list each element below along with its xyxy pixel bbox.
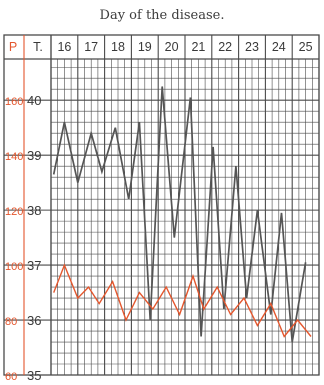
day-label: 17	[84, 40, 98, 54]
pulse-tick-label: 100	[5, 261, 23, 273]
pulse-tick-label: 120	[5, 206, 23, 218]
day-label: 20	[165, 40, 179, 54]
day-label: 16	[57, 40, 71, 54]
chart-grid	[3, 34, 320, 376]
pulse-tick-label: 60	[5, 371, 17, 383]
chart-labels: P T. 16 17 18 19 20 21 22 23 24 25 40 160 39 140 38 120…	[5, 40, 313, 383]
day-label: 24	[272, 40, 286, 54]
day-label: 18	[111, 40, 125, 54]
day-label: 25	[299, 40, 313, 54]
temperature-tick-label: 37	[27, 258, 41, 273]
chart-frame	[3, 34, 320, 376]
temperature-tick-label: 35	[27, 368, 41, 383]
day-label: 23	[245, 40, 259, 54]
temperature-tick-label: 39	[27, 148, 41, 163]
day-label: 19	[138, 40, 152, 54]
chart-title: Day of the disease.	[100, 8, 225, 23]
pulse-tick-label: 140	[5, 151, 23, 163]
day-label: 21	[191, 40, 205, 54]
chart-series	[52, 86, 312, 343]
pulse-header: P	[9, 40, 17, 54]
temperature-tick-label: 36	[27, 313, 41, 328]
temperature-line	[52, 86, 307, 343]
temperature-header: T.	[33, 40, 43, 54]
pulse-tick-label: 160	[5, 96, 23, 108]
pulse-line	[53, 263, 312, 338]
temperature-tick-label: 40	[27, 93, 41, 108]
day-label: 22	[218, 40, 232, 54]
pulse-tick-label: 80	[5, 316, 17, 328]
temperature-tick-label: 38	[27, 203, 41, 218]
